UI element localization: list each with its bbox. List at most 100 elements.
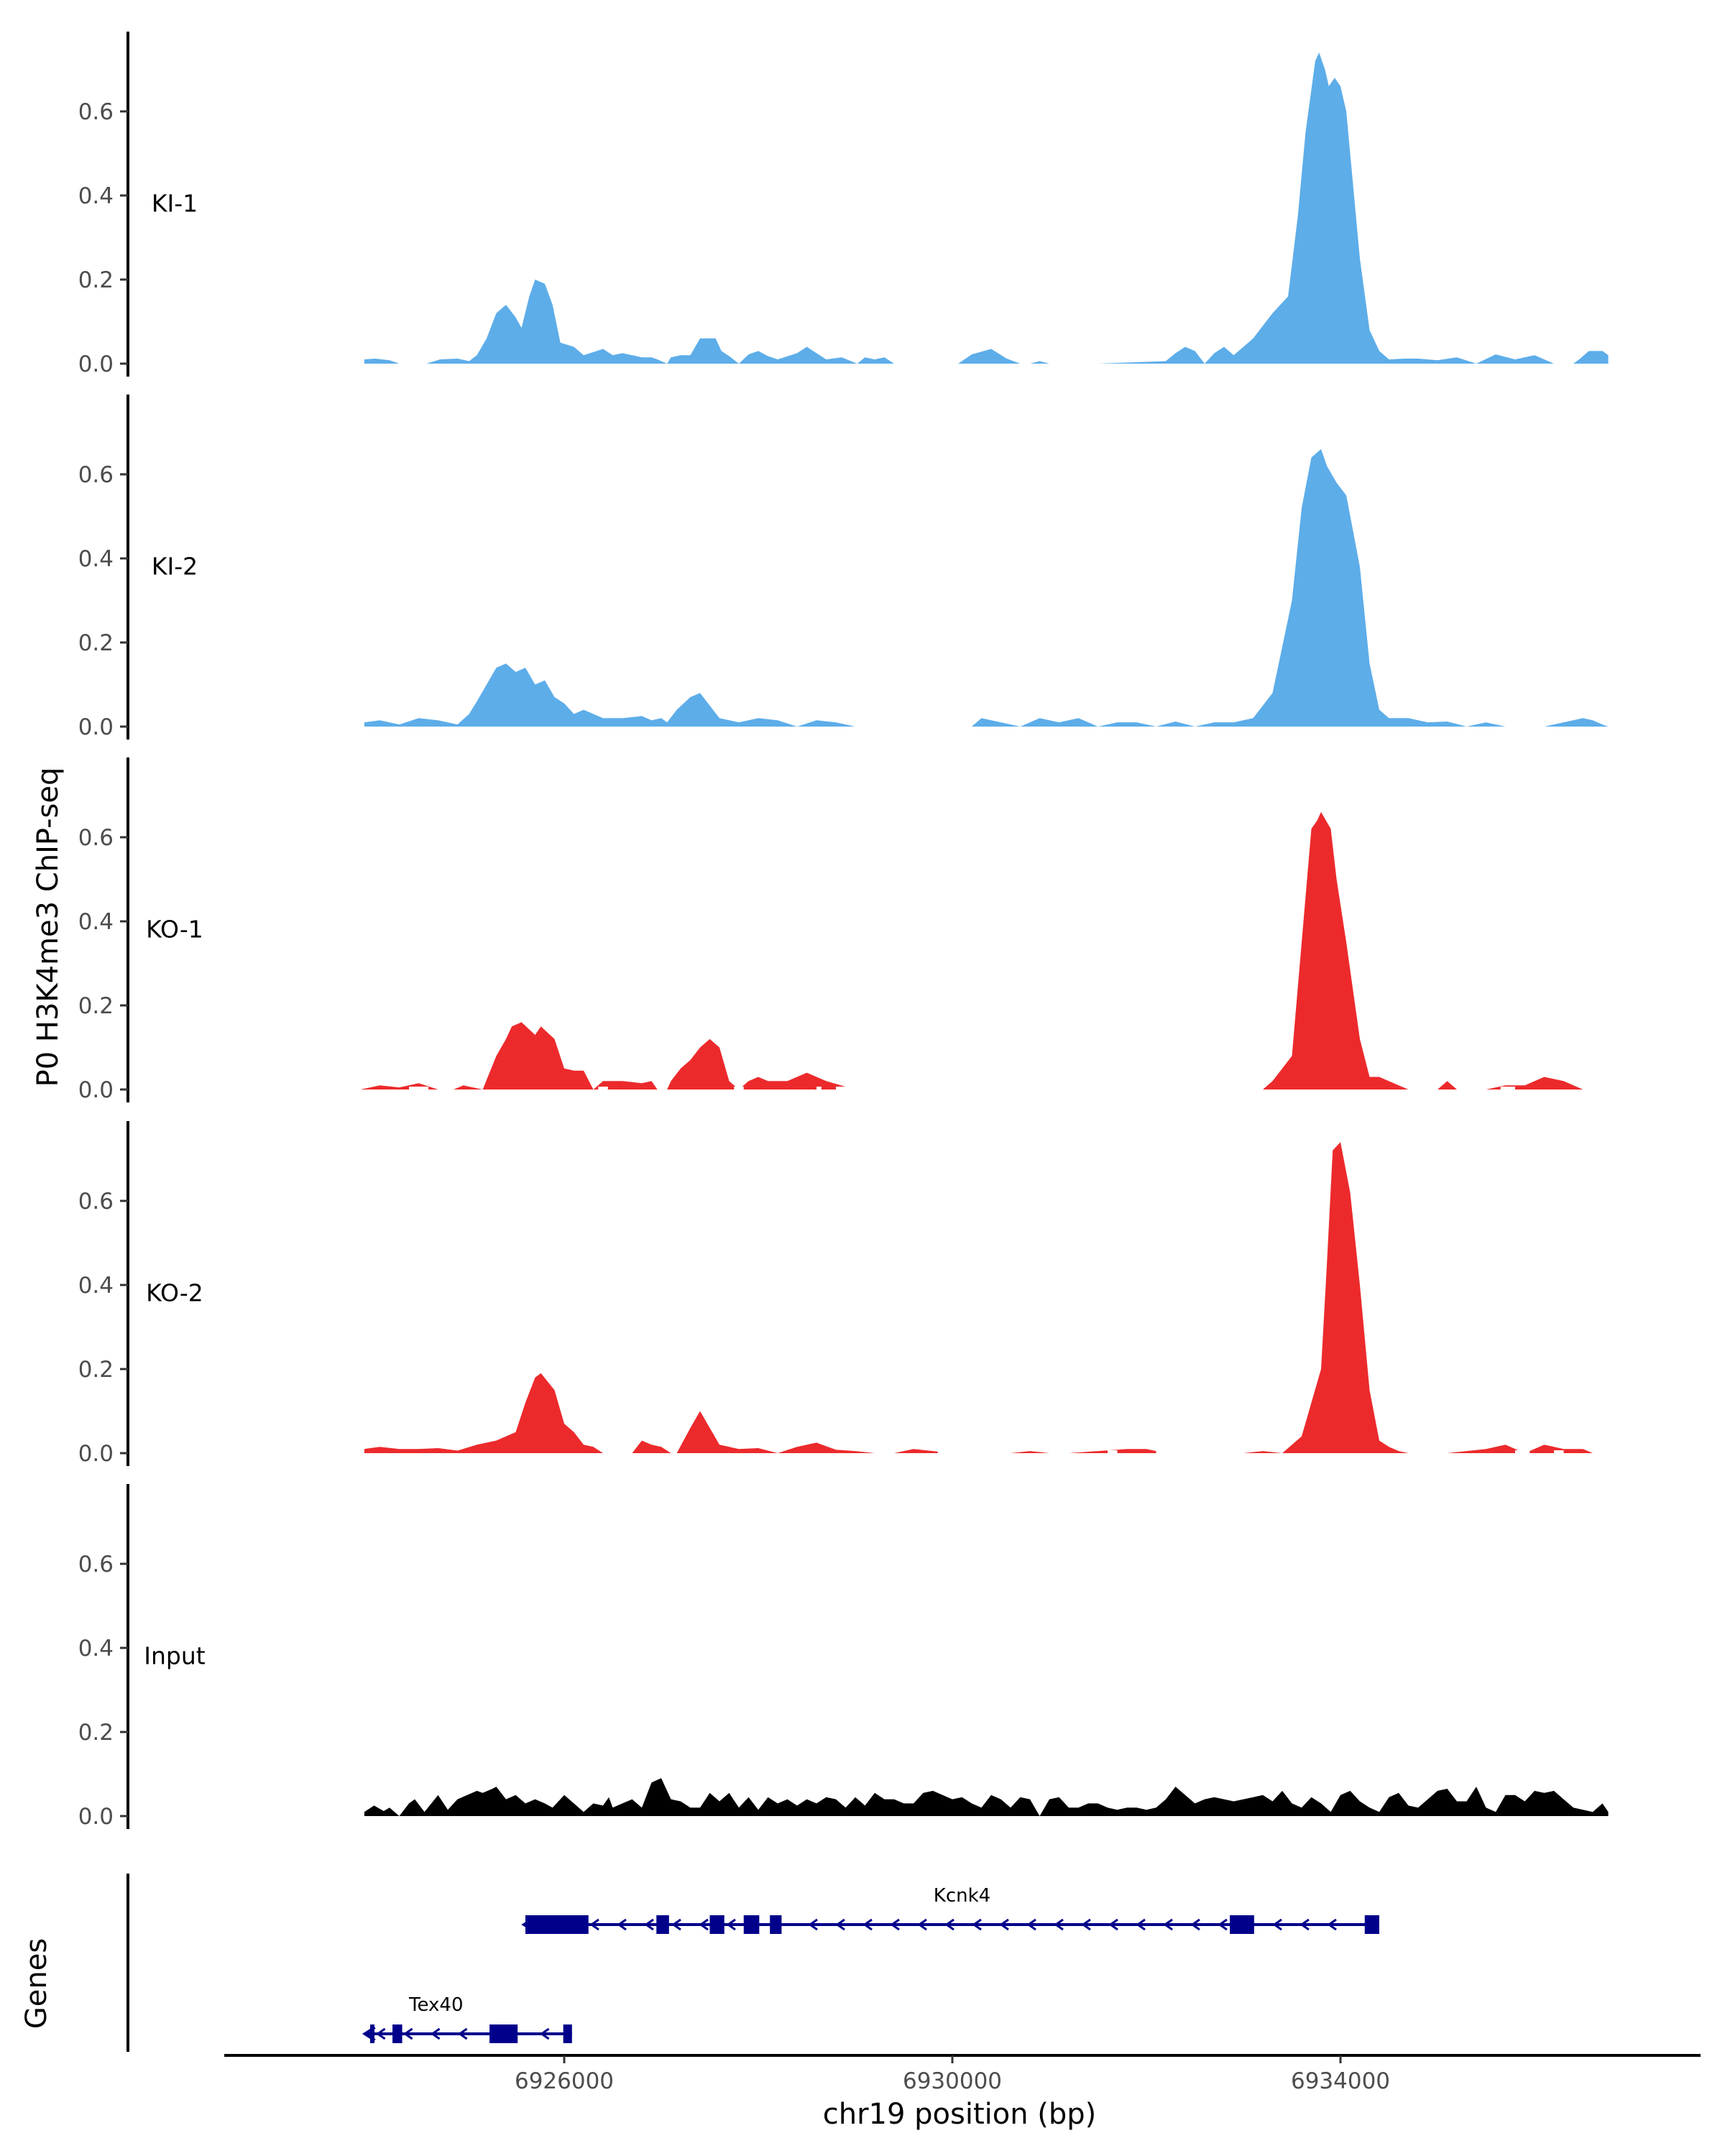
zero-gap: [952, 1087, 967, 1092]
strand-arrow-icon: [862, 1918, 873, 1931]
y-tick-label: 0.2: [78, 1720, 114, 1746]
exon: [709, 1915, 724, 1934]
y-tick-label: 0.6: [78, 825, 114, 851]
strand-arrow-icon: [430, 2027, 441, 2040]
strand-arrow-icon: [375, 2027, 386, 2040]
y-tick-label: 0.6: [78, 1552, 114, 1577]
strand-arrow-icon: [944, 1918, 954, 1931]
x-axis-title: chr19 position (bp): [823, 2098, 1097, 2131]
strand-arrow-icon: [726, 1918, 736, 1931]
strand-arrow-icon: [808, 1918, 818, 1931]
zero-gap: [986, 1087, 996, 1092]
zero-gap: [884, 1087, 899, 1092]
zero-gap: [816, 1087, 822, 1092]
exon: [743, 1915, 760, 1934]
zero-gap: [1108, 1450, 1118, 1456]
y-tick-label: 0.4: [78, 183, 114, 209]
track-label-ki-1: KI-1: [152, 190, 198, 218]
x-tick-label: 6926000: [515, 2068, 614, 2094]
gene-kcnk4: Kcnk4: [521, 1885, 1379, 1934]
gene-label-kcnk4: Kcnk4: [934, 1885, 990, 1907]
y-tick-label: 0.4: [78, 909, 114, 935]
y-tick-label: 0.6: [78, 99, 114, 125]
y-tick-label: 0.6: [78, 1189, 114, 1215]
coverage-tracks: 0.00.20.40.6KI-10.00.20.40.6KI-20.00.20.…: [78, 32, 1609, 1830]
strand-arrow-icon: [890, 1918, 900, 1931]
area-ko-2: [364, 1142, 1593, 1453]
strand-arrow-icon: [1026, 1918, 1036, 1931]
exon: [392, 2024, 402, 2043]
track-label-ki-2: KI-2: [152, 553, 198, 581]
strand-arrow-icon: [917, 1918, 927, 1931]
strand-arrow-icon: [539, 2027, 550, 2040]
track-label-input: Input: [144, 1642, 206, 1670]
zero-gap: [1175, 1087, 1220, 1092]
exon: [370, 2024, 374, 2043]
strand-arrow-icon: [457, 2027, 468, 2040]
zero-gap: [1515, 1450, 1530, 1456]
x-tick-label: 6930000: [903, 2068, 1002, 2094]
y-axis-title: P0 H3K4me3 ChIP-seq: [32, 768, 65, 1087]
y-tick-label: 0.4: [78, 1273, 114, 1299]
zero-gap: [937, 1450, 957, 1456]
strand-arrow-icon: [835, 1918, 845, 1931]
zero-gap: [836, 1087, 860, 1092]
strand-arrow-icon: [402, 2027, 413, 2040]
exon: [1230, 1915, 1254, 1934]
zero-gap: [607, 1450, 627, 1456]
strand-arrow-icon: [972, 1918, 982, 1931]
strand-arrow-icon: [1190, 1918, 1200, 1931]
zero-gap: [1461, 1087, 1481, 1092]
zero-gap: [1131, 1087, 1146, 1092]
y-tick-label: 0.6: [78, 462, 114, 488]
gene-track: Kcnk4 Tex40: [126, 1874, 1379, 2052]
zero-gap: [1500, 1087, 1515, 1092]
track-ko-1: 0.0 0.2 0.4 0.6 KO-1: [78, 757, 1593, 1103]
area-input: [364, 1778, 1609, 1816]
area-ki-1: [364, 52, 1609, 364]
zero-gap: [598, 1087, 608, 1092]
y-tick-label: 0.0: [78, 351, 114, 377]
area-ki-2: [364, 448, 1609, 727]
zero-gap: [1034, 1087, 1045, 1092]
strand-arrow-icon: [1327, 1918, 1337, 1931]
zero-gap: [914, 1087, 933, 1092]
y-tick-label: 0.2: [78, 630, 114, 656]
y-tick-label: 0.4: [78, 546, 114, 572]
x-axis: 6926000 6930000 6934000: [224, 2054, 1701, 2094]
strand-arrow-icon: [1300, 1918, 1310, 1931]
strand-arrow-icon: [1218, 1918, 1228, 1931]
area-ko-1: [360, 811, 1593, 1089]
strand-arrow-icon: [1081, 1918, 1091, 1931]
y-tick-label: 0.0: [78, 1077, 114, 1103]
zero-gap: [1069, 1087, 1074, 1092]
y-tick-label: 0.4: [78, 1636, 114, 1662]
strand-arrow-icon: [1163, 1918, 1173, 1931]
strand-arrow-icon: [589, 1918, 599, 1931]
zero-gap: [1554, 1450, 1564, 1456]
strand-arrow-icon: [699, 1918, 709, 1931]
y-tick-label: 0.0: [78, 1441, 114, 1467]
strand-arrow-icon: [671, 1918, 681, 1931]
strand-arrow-icon: [644, 1918, 654, 1931]
gene-tex40: Tex40: [362, 1994, 572, 2043]
exon: [525, 1915, 589, 1934]
y-tick-label: 0.0: [78, 714, 114, 740]
y-tick-label: 0.0: [78, 1804, 114, 1830]
zero-gap: [986, 1450, 1001, 1456]
exon: [563, 2024, 572, 2043]
exon: [1364, 1915, 1379, 1934]
zero-gap: [1112, 1087, 1123, 1092]
y-tick-label: 0.2: [78, 993, 114, 1019]
track-input: 0.0 0.2 0.4 0.6 Input: [78, 1484, 1609, 1830]
zero-gap: [1156, 1450, 1166, 1456]
strand-arrow-icon: [999, 1918, 1009, 1931]
track-ki-2: 0.0 0.2 0.4 0.6 KI-2: [78, 395, 1609, 740]
y-tick-label: 0.2: [78, 267, 114, 293]
track-label-ko-1: KO-1: [146, 916, 203, 944]
strand-arrow-icon: [1136, 1918, 1146, 1931]
zero-gap: [1049, 1450, 1059, 1456]
track-label-ko-2: KO-2: [146, 1279, 203, 1307]
